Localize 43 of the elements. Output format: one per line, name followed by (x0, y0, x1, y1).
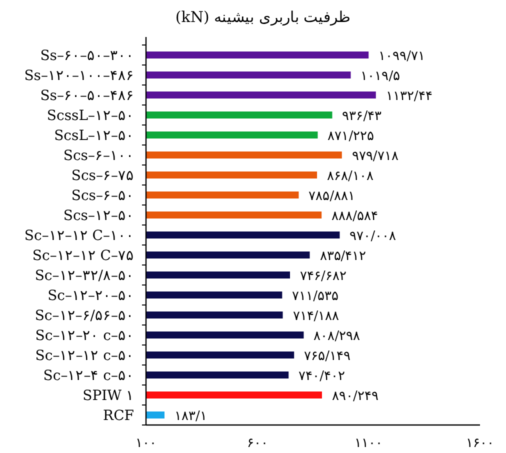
data-label: ۷۴۰/۴۰۲ (298, 369, 345, 384)
data-label: ۸۰۸/۲۹۸ (314, 329, 360, 344)
y-tick-label: SPIW ۱ (82, 388, 134, 404)
data-label: ۱۰۱۹/۵ (360, 69, 400, 84)
y-tick-label: Sc–۱۲–۳۲/۸–۵۰ (34, 268, 134, 284)
data-label: ۷۱۱/۵۳۵ (292, 289, 339, 304)
data-label: ۷۸۵/۸۸۱ (308, 189, 356, 204)
x-tick-label: ۶۰۰ (246, 436, 268, 451)
y-tick-label: Scs–۶–۱۰۰ (63, 148, 134, 164)
data-label: ۸۳۵/۴۱۲ (320, 249, 366, 264)
data-label: ۹۷۹/۷۱۸ (352, 149, 398, 164)
x-tick-label: ۱۰۰ (136, 436, 156, 451)
y-tick-label: Sc–۱۲–۱۲ c–۵۰ (35, 348, 134, 364)
y-tick-label: RCF (103, 408, 134, 424)
y-tick-label: Sc–۱۲–۱۲ C–۷۵ (32, 248, 134, 264)
y-tick-label: Sc–۱۲–۲۰–۵۰ (48, 288, 134, 304)
x-tick-label: ۱۶۰۰ (466, 436, 494, 451)
y-tick-label: ScssL–۱۲–۵۰ (46, 108, 134, 124)
y-tick-label: Scs–۶–۵۰ (71, 188, 134, 204)
data-label: ۷۱۴/۱۸۸ (292, 309, 340, 324)
data-label: ۱۰۹۹/۷۱ (378, 49, 425, 64)
y-tick-label: Ss–۶۰–۵۰–۴۸۶ (40, 88, 134, 104)
x-tick-label: ۱۱۰۰ (354, 436, 383, 451)
data-label: ۸۷۱/۲۲۵ (328, 129, 374, 144)
y-tick-label: Scs–۱۲–۵۰ (63, 208, 134, 224)
data-label: ۹۷۰/۰۰۸ (350, 229, 396, 244)
data-label: ۱۸۳/۱ (174, 409, 207, 424)
data-label: ۷۶۵/۱۴۹ (304, 349, 350, 364)
y-tick-label: Sc–۱۲–۱۲ C–۱۰۰ (24, 228, 134, 244)
data-label: ۹۳۶/۴۳ (342, 109, 382, 124)
y-tick-label: Sc–۱۲–۶/۵۶–۵۰ (34, 308, 134, 324)
y-tick-label: Ss–۶۰–۵۰–۳۰۰ (40, 48, 134, 64)
y-tick-label: Sc–۱۲–۴ c–۵۰ (43, 368, 134, 384)
data-label: ۸۶۸/۱۰۸ (327, 169, 374, 184)
data-label: ۸۸۸/۵۸۴ (332, 209, 378, 224)
y-tick-label: Ss–۱۲۰–۱۰۰–۴۸۶ (24, 68, 134, 84)
y-tick-label: ScsL–۱۲–۵۰ (54, 128, 134, 144)
data-label: ۷۴۶/۶۸۲ (300, 269, 346, 284)
data-label: ۸۹۰/۲۴۹ (332, 389, 378, 404)
chart-title: ظرفیت باربری بیشینه (kN) (175, 8, 351, 26)
y-tick-label: Scs–۶–۷۵ (71, 168, 134, 184)
data-label: ۱۱۳۲/۴۴ (386, 89, 432, 104)
y-tick-label: Sc–۱۲–۲۰ c–۵۰ (35, 328, 134, 344)
